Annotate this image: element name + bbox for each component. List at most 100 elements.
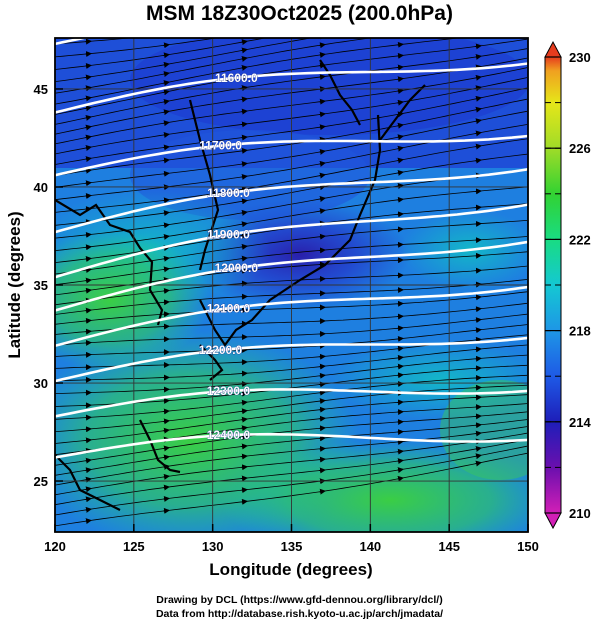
x-tick-label: 125 — [123, 539, 145, 554]
wind-arrow — [84, 287, 92, 294]
wind-arrow — [240, 209, 248, 216]
wind-arrow — [396, 99, 404, 106]
wind-arrow — [162, 109, 170, 116]
y-tick-label: 35 — [34, 278, 48, 293]
wind-arrow — [240, 221, 248, 228]
wind-arrow — [240, 453, 248, 460]
wind-arrow — [240, 173, 248, 180]
colorbar-label: 210 — [569, 506, 591, 521]
wind-arrow — [396, 211, 404, 218]
wind-arrow — [318, 398, 326, 405]
wind-arrow — [474, 43, 482, 50]
wind-arrow — [474, 85, 482, 92]
wind-arrow — [162, 507, 170, 514]
wind-arrow — [162, 157, 170, 164]
wind-arrow — [84, 506, 92, 513]
colorbar-label: 218 — [569, 324, 591, 339]
wind-arrow — [474, 445, 482, 452]
contour-label: 12300.0 — [207, 384, 251, 398]
wind-arrow — [240, 198, 248, 205]
wind-arrow — [318, 467, 326, 474]
wind-arrow — [318, 42, 326, 49]
wind-arrow — [240, 85, 248, 92]
coastline-sakhalin — [319, 59, 361, 126]
wind-arrow — [396, 64, 404, 71]
x-tick-label: 135 — [281, 539, 303, 554]
coastline-japan-main — [199, 114, 382, 347]
contour-label: 11900.0 — [207, 228, 250, 242]
wind-arrow — [319, 27, 325, 28]
wind-arrow — [474, 106, 482, 113]
credit-drawing: Drawing by DCL (https://www.gfd-dennou.o… — [156, 594, 443, 606]
wind-arrow — [319, 12, 325, 13]
wind-arrow — [240, 47, 248, 54]
contour-line — [55, 62, 528, 114]
wind-arrow — [397, 15, 403, 16]
wind-arrow — [475, 38, 482, 39]
wind-arrow — [396, 380, 404, 387]
wind-arrow — [240, 55, 248, 62]
wind-arrow — [162, 98, 170, 105]
wind-arrow — [396, 325, 404, 332]
y-axis: 25 30 35 40 45 — [34, 82, 63, 489]
wind-arrow — [396, 335, 404, 342]
wind-arrow — [240, 96, 248, 103]
contour-line — [55, 134, 528, 177]
wind-arrow — [474, 74, 482, 81]
wind-arrow — [162, 454, 170, 461]
wind-arrow — [396, 363, 404, 370]
wind-arrow — [240, 186, 248, 193]
wind-arrow — [318, 196, 326, 202]
wind-arrow — [84, 114, 92, 121]
wind-arrow — [240, 390, 248, 397]
wind-arrow — [84, 74, 92, 81]
wind-arrow — [474, 460, 482, 467]
wind-arrow — [318, 406, 326, 413]
wind-arrow — [240, 147, 248, 154]
coastlines — [55, 59, 426, 511]
wind-arrow — [318, 415, 326, 422]
wind-arrow — [84, 156, 92, 163]
wind-arrow — [84, 167, 92, 174]
wind-arrow — [162, 42, 170, 49]
wind-arrow — [84, 180, 92, 187]
x-tick-label: 120 — [44, 539, 66, 554]
wind-arrow — [396, 354, 404, 361]
wind-arrow — [318, 372, 326, 379]
y-tick-label: 25 — [34, 474, 48, 489]
wind-arrow — [318, 148, 326, 155]
wind-arrow — [397, 7, 403, 8]
wind-arrow — [240, 416, 248, 423]
wind-arrow — [318, 363, 326, 370]
coastline-taiwan — [139, 419, 181, 474]
wind-arrow — [162, 299, 170, 306]
wind-arrow — [318, 111, 326, 118]
x-axis: 120 125 130 135 140 145 150 — [44, 524, 539, 554]
wind-arrow — [474, 130, 482, 137]
wind-arrow — [162, 287, 170, 294]
wind-arrow — [241, 33, 247, 34]
wind-arrow — [319, 38, 326, 40]
wind-arrow — [318, 435, 326, 442]
wind-arrow — [396, 372, 404, 379]
wind-arrow — [474, 294, 482, 301]
contour-label: 11600.0 — [215, 71, 258, 85]
wind-arrow — [240, 425, 248, 432]
wind-arrow — [240, 498, 248, 505]
wind-arrow — [474, 143, 482, 150]
wind-arrow — [240, 464, 248, 471]
wind-arrow — [240, 443, 248, 450]
wind-arrow — [475, 15, 481, 16]
wind-arrow — [240, 108, 248, 115]
wind-arrow — [84, 476, 92, 483]
map-title: MSM 18Z30Oct2025 (200.0hPa) — [146, 2, 453, 25]
wind-arrow — [319, 20, 325, 21]
colorbar-label: 214 — [569, 415, 591, 430]
contour-line — [55, 432, 528, 459]
wind-arrow — [84, 231, 92, 238]
wind-arrow — [240, 232, 248, 239]
wind-arrow — [162, 89, 170, 96]
wind-arrow — [318, 389, 326, 396]
wind-arrow — [396, 52, 404, 59]
